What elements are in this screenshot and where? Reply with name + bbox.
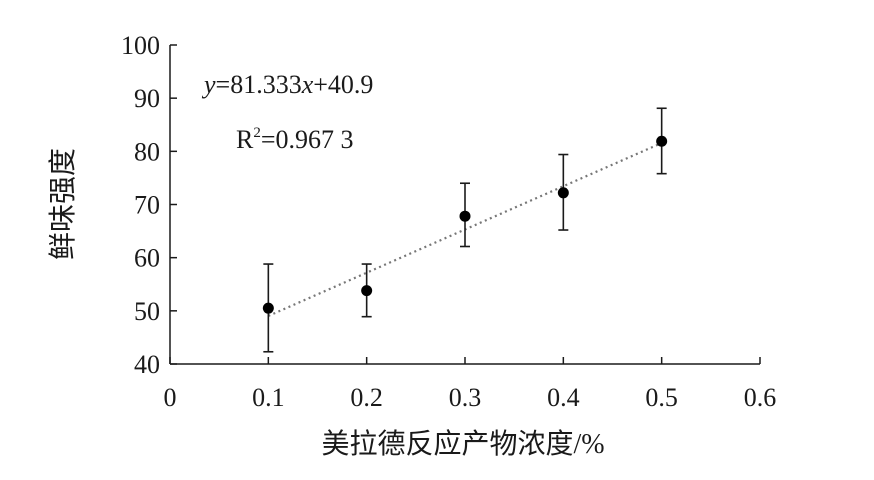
y-tick-label: 80 bbox=[134, 137, 160, 166]
y-tick-label: 60 bbox=[134, 244, 160, 273]
data-point bbox=[361, 285, 373, 297]
x-tick-label: 0.2 bbox=[350, 383, 383, 412]
y-tick-label: 50 bbox=[134, 297, 160, 326]
x-tick-label: 0 bbox=[164, 383, 177, 412]
equation-intercept: +40.9 bbox=[313, 70, 373, 99]
points-group bbox=[262, 135, 668, 314]
equation-y-var: y bbox=[201, 70, 216, 99]
x-tick-label: 0.1 bbox=[252, 383, 285, 412]
x-tick-label: 0.3 bbox=[449, 383, 482, 412]
x-axis-title: 美拉德反应产物浓度/% bbox=[321, 428, 604, 460]
data-point bbox=[459, 210, 471, 222]
equation-annotation: y=81.333x+40.9 bbox=[201, 70, 373, 99]
data-point bbox=[262, 302, 274, 314]
y-axis-title: 鲜味强度 bbox=[47, 148, 79, 260]
equation-slope: =81.333 bbox=[216, 70, 302, 99]
data-point bbox=[656, 135, 668, 147]
data-point bbox=[557, 187, 569, 199]
ticks-group: 40 50 60 70 80 90 100 0 0.1 0.2 0.3 0.4 0.5 0.6 bbox=[121, 31, 776, 412]
x-tick-label: 0.4 bbox=[547, 383, 580, 412]
r-squared-superscript: 2 bbox=[253, 125, 261, 141]
y-tick-label: 70 bbox=[134, 191, 160, 220]
y-tick-label: 100 bbox=[121, 31, 160, 60]
y-tick-label: 40 bbox=[134, 350, 160, 379]
r-squared-label: R bbox=[236, 125, 254, 154]
r-squared-annotation: R2=0.967 3 bbox=[236, 125, 354, 154]
x-tick-label: 0.6 bbox=[744, 383, 777, 412]
equation-x-var: x bbox=[301, 70, 314, 99]
y-tick-label: 90 bbox=[134, 84, 160, 113]
r-squared-value: =0.967 3 bbox=[261, 125, 354, 154]
x-tick-label: 0.5 bbox=[645, 383, 678, 412]
